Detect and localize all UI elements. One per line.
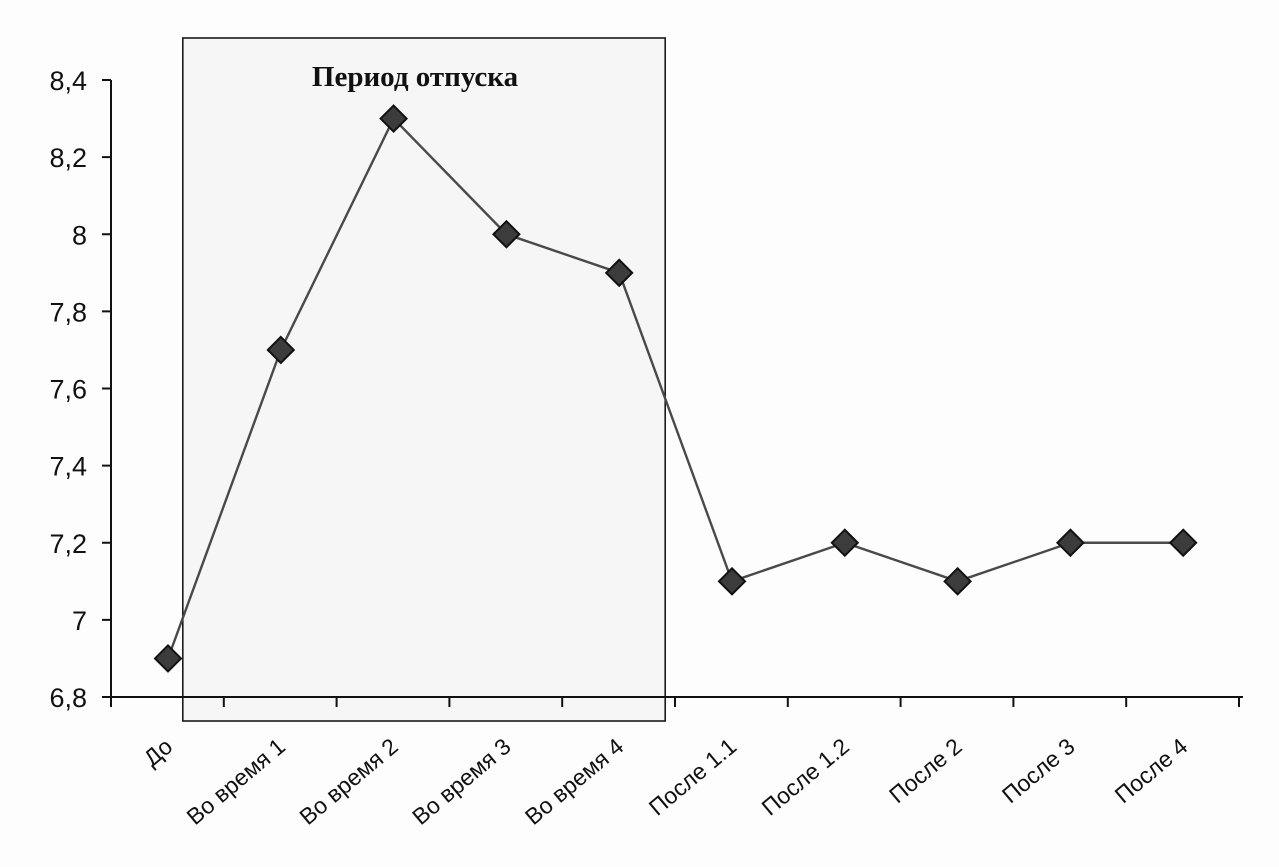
data-point xyxy=(1055,528,1085,558)
y-tick-label: 8,2 xyxy=(49,143,87,173)
y-tick-label: 8,4 xyxy=(49,66,87,96)
x-tick-label: Во время 4 xyxy=(520,733,629,830)
data-point xyxy=(1168,528,1198,558)
y-tick-label: 7,2 xyxy=(49,529,87,559)
x-tick-label: После 1.1 xyxy=(644,733,741,821)
series-line xyxy=(166,117,1184,659)
y-tick-label: 6,8 xyxy=(49,683,87,713)
x-tick-label: После 4 xyxy=(1110,733,1193,808)
x-tick-label: Во время 1 xyxy=(182,733,290,830)
y-tick-label: 7,6 xyxy=(49,375,87,405)
data-point xyxy=(379,104,409,133)
data-point xyxy=(604,258,634,288)
data-point xyxy=(943,566,973,596)
y-tick-label: 7 xyxy=(72,606,87,636)
x-tick-label: До xyxy=(139,733,178,771)
y-tick-label: 7,4 xyxy=(49,452,87,482)
x-tick-label: Во время 2 xyxy=(294,733,402,830)
data-point xyxy=(491,219,521,249)
data-point xyxy=(717,566,747,596)
data-point xyxy=(153,644,183,673)
x-tick-label: После 2 xyxy=(884,733,967,808)
data-point xyxy=(266,335,296,365)
annotation-region xyxy=(182,37,666,722)
x-tick-label: После 1.2 xyxy=(757,733,854,821)
x-tick-label: Во время 3 xyxy=(407,733,515,830)
annotation-label: Период отпуска xyxy=(312,61,519,93)
data-point xyxy=(830,528,860,558)
y-tick-label: 7,8 xyxy=(49,297,87,327)
y-tick-label: 8 xyxy=(72,220,87,250)
x-tick-label: После 3 xyxy=(997,733,1080,808)
